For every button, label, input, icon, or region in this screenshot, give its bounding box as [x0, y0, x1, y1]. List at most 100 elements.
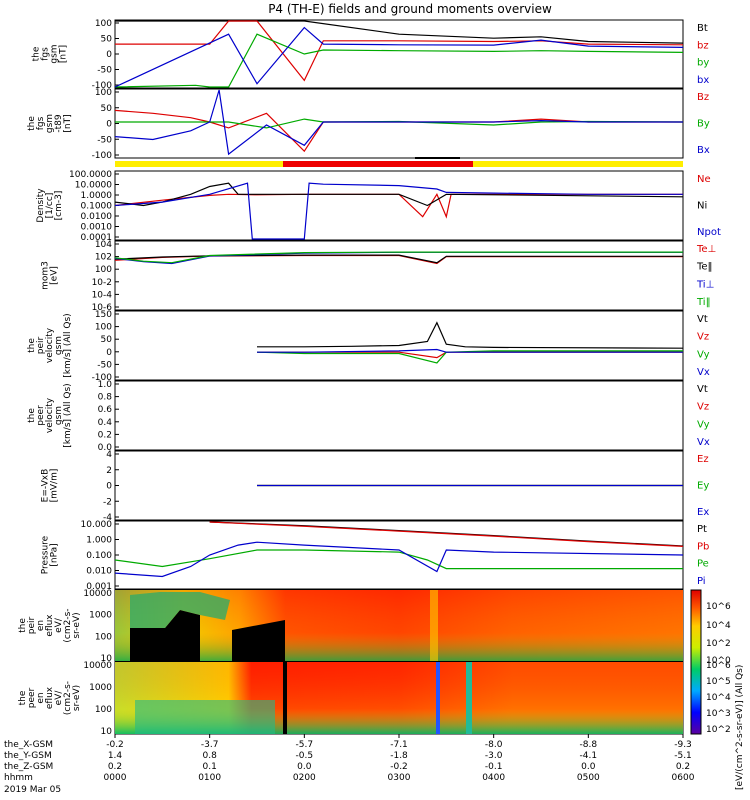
time-tick-label: -7.1 — [390, 740, 408, 750]
y-tick-label: 10 — [101, 727, 113, 737]
y-axis-label: peir — [36, 336, 46, 354]
y-tick-label: 1.0 — [98, 380, 113, 390]
y-tick-label: 0 — [106, 120, 112, 130]
time-tick-label: 0300 — [388, 773, 411, 783]
y-tick-label: 10-2 — [92, 278, 112, 288]
y-axis-label: en — [36, 692, 46, 703]
y-axis-label: [nT] — [59, 45, 69, 63]
y-tick-label: 0.1000 — [81, 202, 113, 212]
y-axis-label: gsm — [54, 406, 64, 425]
plot-title: P4 (TH-E) fields and ground moments over… — [268, 2, 552, 16]
heatmap-peir — [115, 590, 683, 661]
legend-Ez: Ez — [697, 454, 709, 465]
y-axis-label: eflux — [45, 614, 55, 637]
time-tick-label: -1.8 — [390, 751, 408, 761]
y-axis-label: [nT] — [63, 114, 73, 132]
time-tick-label: 0.2 — [676, 762, 690, 772]
time-tick-label: -4.1 — [580, 751, 598, 761]
panel-fgs_gsm: 100 50 0 -50 -100 the fgs gsm [nT] Bt bz by bx — [32, 19, 710, 91]
legend-Ni: Ni — [697, 201, 707, 212]
y-axis-label: [nPa] — [50, 543, 60, 566]
legend-Npot: Npot — [697, 227, 721, 238]
y-axis-label: gsm — [54, 336, 64, 355]
heatmap-peir-green — [130, 592, 230, 628]
y-tick-label: 100 — [95, 88, 112, 98]
y-tick-label: -50 — [97, 360, 112, 370]
series-bx — [114, 26, 684, 88]
y-tick-label: 100 — [95, 265, 112, 275]
time-tick-label: 0000 — [104, 773, 127, 783]
panel-fgs_gsm_dipole: 100 50 0 -50 -100 the fgs gsm -t89 [nT] Bz By Bx — [27, 88, 710, 161]
y-tick-label: 150 — [95, 310, 112, 320]
y-axis-label: [1/cc] — [45, 193, 55, 219]
y-tick-label: -50 — [97, 66, 112, 76]
colorbar-tick: 10^4 — [706, 693, 731, 703]
y-tick-label: 0 — [106, 50, 112, 60]
time-tick-label: -0.2 — [106, 740, 124, 750]
y-tick-label: 0.0010 — [81, 223, 113, 233]
y-axis-label: fgs — [41, 47, 51, 61]
y-tick-label: 0.8 — [98, 393, 113, 403]
time-tick-label: -9.3 — [674, 740, 692, 750]
y-tick-label: -2 — [103, 497, 112, 507]
series-Bx — [114, 89, 683, 156]
legend-Ne: Ne — [697, 174, 711, 185]
y-tick-label: 100 — [95, 323, 112, 333]
heatmap-peer-green — [135, 700, 275, 734]
series-Vy — [256, 350, 683, 364]
y-axis-label: gsm — [50, 44, 60, 63]
legend-Te⊥: Te⊥ — [696, 244, 716, 255]
panel-frame — [114, 310, 684, 381]
series-Pe — [114, 549, 683, 570]
y-tick-label: 10000 — [83, 589, 112, 599]
time-tick-label: -3.0 — [485, 751, 503, 761]
time-tick-label: 0500 — [577, 773, 600, 783]
y-axis-label: [km/s] (All Qs) — [63, 383, 73, 447]
mode-bar — [115, 157, 683, 167]
legend-Vx: Vx — [697, 437, 710, 448]
legend-Pe: Pe — [697, 559, 709, 570]
y-axis-label: (cm2-s- — [63, 608, 73, 642]
legend-Vt: Vt — [697, 384, 708, 395]
time-tick-label: 0600 — [672, 773, 695, 783]
heatmap-peer-gap — [283, 662, 287, 734]
series-Te‖ — [114, 254, 683, 264]
y-tick-label: 0.6 — [98, 405, 113, 415]
y-tick-label: -4 — [103, 513, 112, 523]
y-tick-label: 10-4 — [92, 290, 113, 300]
panel-peer_velocity: 1.0 0.8 0.6 0.4 0.2 0.0 the peer velocity gsm [km/… — [27, 380, 710, 453]
colorbar-tick: 10^4 — [706, 621, 731, 631]
y-tick-label: 0 — [106, 482, 112, 492]
y-tick-label: 0.0100 — [81, 212, 113, 222]
legend-Vy: Vy — [697, 349, 710, 360]
colorbar-tick: 10^2 — [706, 639, 731, 649]
y-tick-label: 50 — [101, 335, 113, 345]
y-tick-label: -50 — [97, 135, 112, 145]
y-axis-label: velocity — [45, 397, 55, 433]
legend-Ti⊥: Ti⊥ — [696, 279, 714, 290]
time-tick-label: 0200 — [293, 773, 316, 783]
y-axis-label: E=-VxB — [41, 469, 51, 503]
y-axis-label: peer — [36, 405, 46, 426]
y-tick-label: 10.0000 — [75, 181, 112, 191]
y-tick-label: -100 — [92, 81, 113, 91]
y-tick-label: 0.2 — [98, 430, 112, 440]
y-tick-label: 0.4 — [98, 418, 113, 428]
time-tick-label: 1.4 — [108, 751, 123, 761]
legend-Pb: Pb — [697, 541, 709, 552]
heatmap-peir-empty-2 — [232, 620, 285, 661]
panel-density: 100.000010.00001.00000.10000.01000.00100… — [36, 170, 721, 243]
y-tick-label: 100 — [95, 632, 112, 642]
y-tick-label: 10.000 — [81, 520, 113, 530]
y-axis-label: [cm-3] — [54, 191, 64, 221]
y-tick-label: 0.0001 — [81, 233, 113, 243]
y-tick-label: 100 — [95, 19, 112, 29]
panel-frame — [114, 380, 684, 451]
legend-bz: bz — [697, 40, 709, 51]
series-Pb — [209, 521, 684, 547]
y-axis-label: the — [27, 408, 37, 423]
y-tick-label: 10 — [101, 654, 113, 664]
panel-frame — [114, 19, 684, 89]
time-tick-label: 0.8 — [203, 751, 218, 761]
